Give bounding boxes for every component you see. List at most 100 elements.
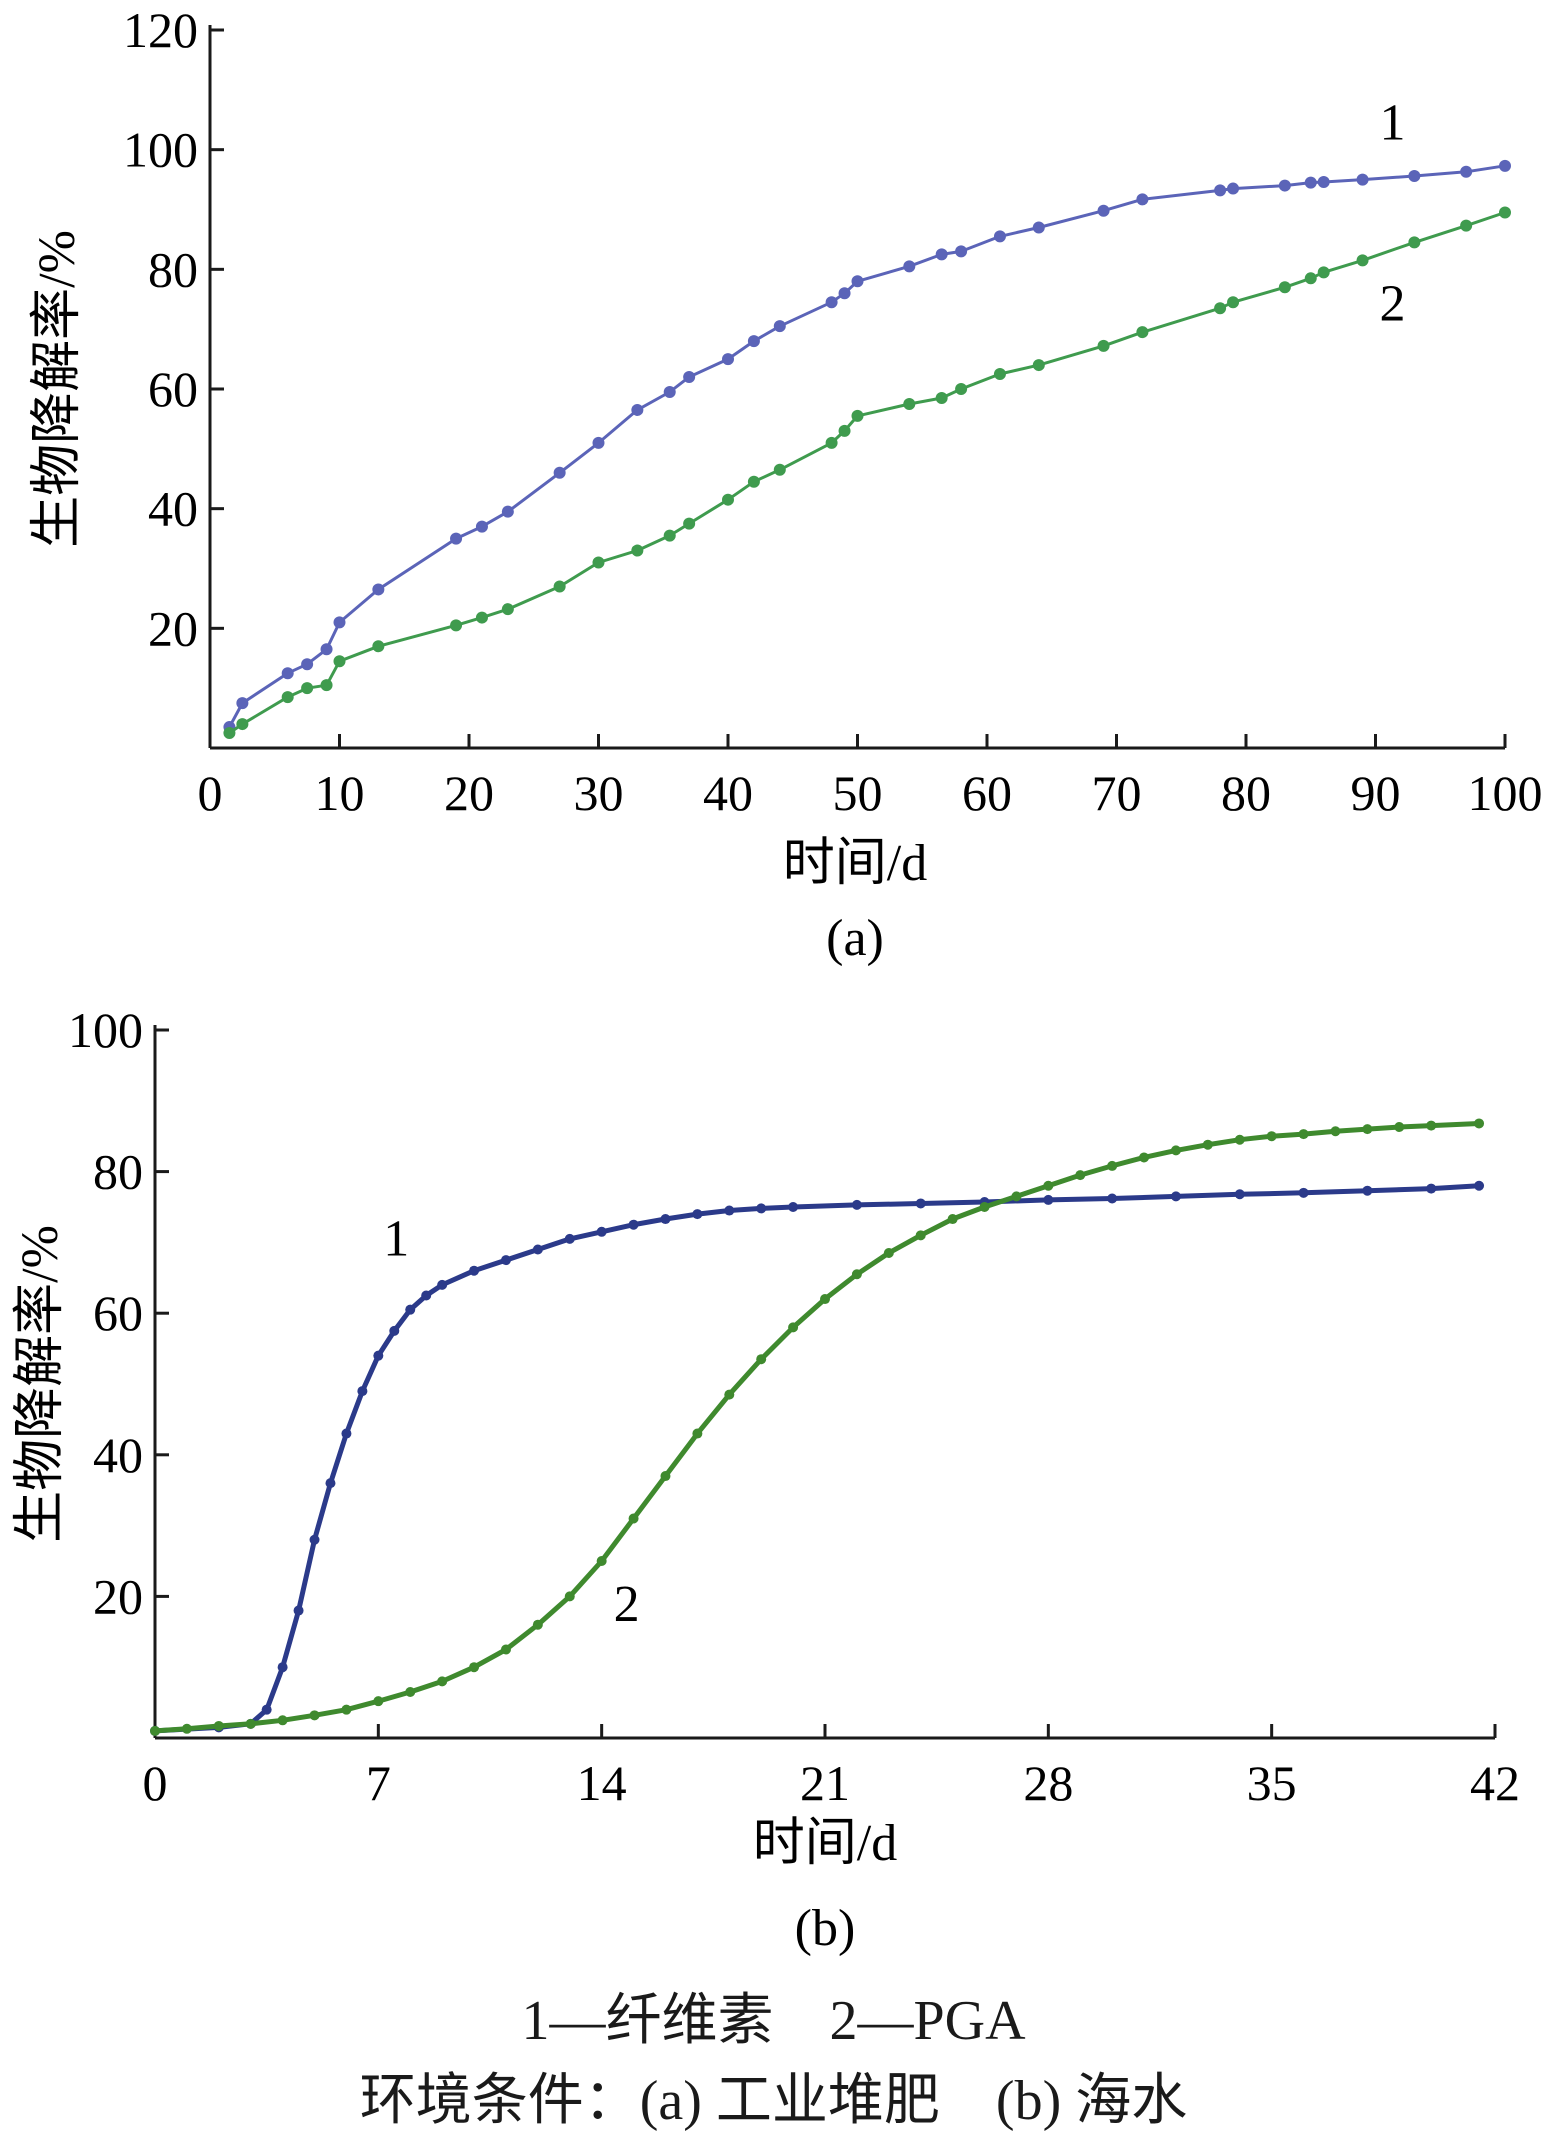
- data-point: [1298, 1129, 1309, 1140]
- data-point: [1170, 1191, 1181, 1202]
- y-tick-label: 60: [93, 1285, 143, 1341]
- x-tick-label: 35: [1247, 1755, 1297, 1811]
- data-point: [372, 583, 385, 596]
- data-point: [1227, 296, 1240, 309]
- data-point: [747, 335, 760, 348]
- chart-panel-b: 0 7 14 21 28 35 42 20 40 60 80 100 时间/d 生物降解率/% (b) 1 2: [12, 1002, 1520, 1957]
- data-point: [692, 1209, 703, 1220]
- data-point: [372, 640, 385, 653]
- data-point: [405, 1686, 416, 1697]
- data-point: [1032, 221, 1045, 234]
- data-point: [277, 1662, 288, 1673]
- x-tick-label: 21: [800, 1755, 850, 1811]
- data-point: [663, 385, 676, 398]
- data-point: [1011, 1191, 1022, 1202]
- y-axis-title: 生物降解率/%: [12, 1225, 69, 1543]
- data-point: [660, 1214, 671, 1225]
- data-point: [722, 353, 734, 366]
- data-point: [631, 403, 644, 416]
- data-point: [903, 397, 916, 410]
- series-name-label: 1: [383, 1211, 409, 1268]
- data-point: [1356, 173, 1369, 186]
- data-point: [773, 320, 786, 333]
- data-point: [1278, 179, 1291, 192]
- data-point: [1097, 204, 1110, 217]
- data-point: [325, 1478, 336, 1489]
- data-point: [747, 475, 760, 488]
- data-point: [223, 727, 236, 740]
- data-point: [236, 718, 249, 731]
- y-tick-label: 20: [93, 1568, 143, 1624]
- data-point: [1043, 1194, 1054, 1205]
- data-point: [469, 1662, 480, 1673]
- data-point: [596, 1556, 607, 1566]
- y-tick-label: 40: [93, 1427, 143, 1483]
- data-point: [788, 1322, 799, 1333]
- data-point: [756, 1203, 767, 1214]
- data-point: [1202, 1139, 1213, 1150]
- data-point: [1408, 169, 1421, 182]
- data-point: [333, 655, 346, 668]
- data-point: [993, 230, 1006, 243]
- data-point: [501, 603, 514, 616]
- data-point: [1356, 254, 1369, 267]
- data-point: [1278, 281, 1291, 294]
- data-point: [838, 287, 851, 300]
- data-point: [469, 1265, 480, 1276]
- y-tick-label: 40: [148, 481, 198, 537]
- data-point: [851, 1199, 862, 1210]
- series-2: 2: [223, 206, 1511, 740]
- data-point: [1474, 1180, 1485, 1191]
- x-tick-label: 20: [444, 765, 494, 821]
- x-tick-label: 40: [703, 765, 753, 821]
- data-point: [1214, 184, 1227, 197]
- data-point: [181, 1723, 192, 1734]
- data-point: [261, 1704, 272, 1715]
- data-point: [979, 1202, 990, 1212]
- data-point: [1474, 1118, 1485, 1129]
- data-point: [724, 1389, 735, 1400]
- data-point: [1362, 1124, 1373, 1135]
- data-point: [1170, 1145, 1181, 1156]
- data-point: [213, 1720, 224, 1731]
- data-point: [724, 1205, 735, 1216]
- data-point: [683, 371, 696, 384]
- data-point: [1266, 1131, 1277, 1142]
- series-1: 1: [150, 1180, 1485, 1736]
- data-point: [1408, 236, 1421, 249]
- data-point: [320, 643, 333, 656]
- data-point: [883, 1248, 894, 1259]
- data-point: [1107, 1160, 1118, 1171]
- data-point: [820, 1294, 830, 1305]
- x-tick-label: 50: [833, 765, 883, 821]
- data-point: [564, 1233, 575, 1244]
- y-tick-label: 100: [123, 122, 198, 178]
- data-point: [500, 1255, 511, 1266]
- data-point: [955, 383, 968, 395]
- data-point: [1136, 193, 1149, 206]
- data-point: [825, 436, 838, 449]
- data-point: [373, 1696, 384, 1707]
- data-point: [1460, 165, 1473, 178]
- data-point: [1139, 1152, 1150, 1163]
- data-point: [475, 611, 488, 624]
- series-line: [154, 1183, 1480, 1734]
- x-tick-label: 90: [1351, 765, 1401, 821]
- data-point: [405, 1304, 416, 1315]
- data-point: [1043, 1180, 1054, 1191]
- data-point: [437, 1676, 448, 1687]
- data-point: [955, 245, 968, 258]
- x-tick-label: 0: [143, 1755, 168, 1811]
- data-point: [1499, 159, 1511, 172]
- series-name-label: 1: [1380, 95, 1406, 152]
- data-point: [1394, 1121, 1405, 1132]
- x-tick-label: 70: [1092, 765, 1142, 821]
- data-point: [628, 1219, 639, 1230]
- data-point: [756, 1354, 767, 1365]
- y-tick-label: 120: [123, 2, 198, 58]
- data-point: [1499, 206, 1511, 219]
- data-point: [1234, 1189, 1245, 1200]
- data-point: [236, 697, 249, 710]
- series-line: [228, 164, 1506, 728]
